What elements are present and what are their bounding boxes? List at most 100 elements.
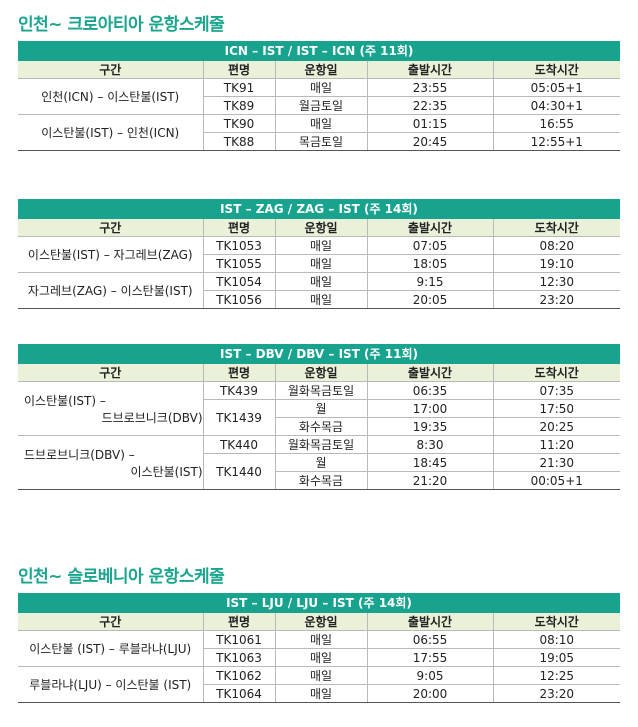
table-row: TK88 목금토일 20:45 12:55+1: [18, 132, 621, 151]
dep-cell: 01:15: [367, 114, 494, 133]
route-line: 드브로브니크(DBV) –: [24, 447, 135, 462]
dep-cell: 07:05: [367, 236, 494, 255]
col-days-header: 운항일: [275, 218, 368, 237]
arr-cell: 23:20: [493, 684, 620, 703]
flight-cell: TK440: [203, 435, 276, 454]
arr-cell: 08:20: [493, 236, 621, 255]
flight-cell: TK89: [203, 96, 276, 115]
days-cell: 화수목금: [275, 417, 368, 436]
dep-cell: 17:55: [367, 648, 494, 667]
days-cell: 매일: [275, 666, 368, 685]
days-cell: 매일: [275, 290, 368, 309]
arr-cell: 21:30: [493, 453, 620, 472]
dep-cell: 06:55: [367, 630, 494, 649]
arr-cell: 08:10: [493, 630, 620, 649]
col-flight-header: 편명: [203, 363, 276, 382]
table-row: 이스탄불(IST) – 인천(ICN) TK90 매일 01:15 16:55: [18, 114, 621, 151]
col-days-header: 운항일: [275, 612, 368, 631]
days-cell: 매일: [275, 648, 368, 667]
ist-lju-schedule-table: IST – LJU / LJU – IST (주 14회) 구간 편명 운항일 …: [18, 593, 620, 703]
table-row: 이스탄불(IST) – 드브로브니크(DBV) TK439 월화목금토일 06:…: [18, 381, 620, 436]
col-flight-header: 편명: [203, 218, 276, 237]
col-route-header: 구간: [18, 612, 204, 631]
table-row: 드브로브니크(DBV) – 이스탄불(IST) TK440 월화목금토일 8:3…: [18, 435, 620, 490]
flight-cell: TK1053: [203, 236, 276, 255]
table-row: TK89 월금토일 22:35 04:30+1: [18, 96, 621, 115]
flight-cell: TK1439: [203, 399, 276, 436]
flight-cell: TK439: [203, 381, 276, 400]
route-cell: 이스탄불(IST) – 자그레브(ZAG): [18, 236, 204, 273]
table-row: 화수목금 21:20 00:05+1: [18, 471, 620, 490]
route-cell: 루블라냐(LJU) – 이스탄불 (IST): [18, 666, 204, 703]
slovenia-schedule-title: 인천~ 슬로베니아 운항스케줄: [18, 567, 225, 587]
days-cell: 매일: [275, 254, 368, 273]
flight-cell: TK1440: [203, 453, 276, 490]
col-arr-header: 도착시간: [493, 60, 621, 79]
col-flight-header: 편명: [203, 612, 276, 631]
days-cell: 화수목금: [275, 471, 368, 490]
days-cell: 월: [275, 399, 368, 418]
dep-cell: 9:15: [367, 272, 494, 291]
arr-cell: 12:30: [493, 272, 621, 291]
ist-zag-schedule-table: IST – ZAG / ZAG – IST (주 14회) 구간 편명 운항일 …: [18, 199, 621, 309]
table-row: TK1063 매일 17:55 19:05: [18, 648, 620, 667]
arr-cell: 19:10: [493, 254, 621, 273]
arr-cell: 04:30+1: [493, 96, 621, 115]
arr-cell: 19:05: [493, 648, 620, 667]
col-arr-header: 도착시간: [493, 363, 620, 382]
arr-cell: 12:55+1: [493, 132, 621, 151]
flight-cell: TK1063: [203, 648, 276, 667]
table-row: TK1055 매일 18:05 19:10: [18, 254, 621, 273]
col-dep-header: 출발시간: [367, 363, 494, 382]
col-days-header: 운항일: [275, 60, 368, 79]
dep-cell: 06:35: [367, 381, 494, 400]
icn-ist-schedule-table: ICN – IST / IST – ICN (주 11회) 구간 편명 운항일 …: [18, 41, 621, 151]
croatia-schedule-title: 인천~ 크로아티아 운항스케줄: [18, 15, 225, 35]
arr-cell: 17:50: [493, 399, 620, 418]
arr-cell: 20:25: [493, 417, 620, 436]
days-cell: 매일: [275, 684, 368, 703]
days-cell: 매일: [275, 272, 368, 291]
flight-cell: TK90: [203, 114, 276, 133]
col-arr-header: 도착시간: [493, 612, 620, 631]
dep-cell: 21:20: [367, 471, 494, 490]
flight-cell: TK1064: [203, 684, 276, 703]
table-row: 자그레브(ZAG) – 이스탄불(IST) TK1054 매일 9:15 12:…: [18, 272, 621, 309]
days-cell: 매일: [275, 78, 368, 97]
table-row: 루블라냐(LJU) – 이스탄불 (IST) TK1062 매일 9:05 12…: [18, 666, 620, 703]
route-line: 드브로브니크(DBV): [101, 410, 203, 425]
col-route-header: 구간: [18, 363, 204, 382]
route-cell: 이스탄불 (IST) – 루블라냐(LJU): [18, 630, 204, 667]
table-row: 화수목금 19:35 20:25: [18, 417, 620, 436]
dep-cell: 18:45: [367, 453, 494, 472]
table-row: TK1440 월 18:45 21:30: [18, 453, 620, 490]
dep-cell: 18:05: [367, 254, 494, 273]
flight-cell: TK88: [203, 132, 276, 151]
col-route-header: 구간: [18, 218, 204, 237]
dep-cell: 20:05: [367, 290, 494, 309]
days-cell: 매일: [275, 114, 368, 133]
dep-cell: 20:00: [367, 684, 494, 703]
arr-cell: 11:20: [493, 435, 620, 454]
table-row: 이스탄불 (IST) – 루블라냐(LJU) TK1061 매일 06:55 0…: [18, 630, 620, 667]
dep-cell: 8:30: [367, 435, 494, 454]
flight-cell: TK1054: [203, 272, 276, 291]
arr-cell: 23:20: [493, 290, 621, 309]
col-dep-header: 출발시간: [367, 218, 494, 237]
days-cell: 월화목금토일: [275, 381, 368, 400]
col-dep-header: 출발시간: [367, 612, 494, 631]
flight-cell: TK1056: [203, 290, 276, 309]
route-cell: 드브로브니크(DBV) – 이스탄불(IST): [18, 435, 204, 490]
table-row: 이스탄불(IST) – 자그레브(ZAG) TK1053 매일 07:05 08…: [18, 236, 621, 273]
col-dep-header: 출발시간: [367, 60, 494, 79]
table-row: TK1056 매일 20:05 23:20: [18, 290, 621, 309]
dep-cell: 19:35: [367, 417, 494, 436]
arr-cell: 12:25: [493, 666, 620, 685]
arr-cell: 05:05+1: [493, 78, 621, 97]
days-cell: 매일: [275, 630, 368, 649]
days-cell: 매일: [275, 236, 368, 255]
col-arr-header: 도착시간: [493, 218, 621, 237]
flight-cell: TK1061: [203, 630, 276, 649]
dep-cell: 22:35: [367, 96, 494, 115]
route-cell: 자그레브(ZAG) – 이스탄불(IST): [18, 272, 204, 309]
